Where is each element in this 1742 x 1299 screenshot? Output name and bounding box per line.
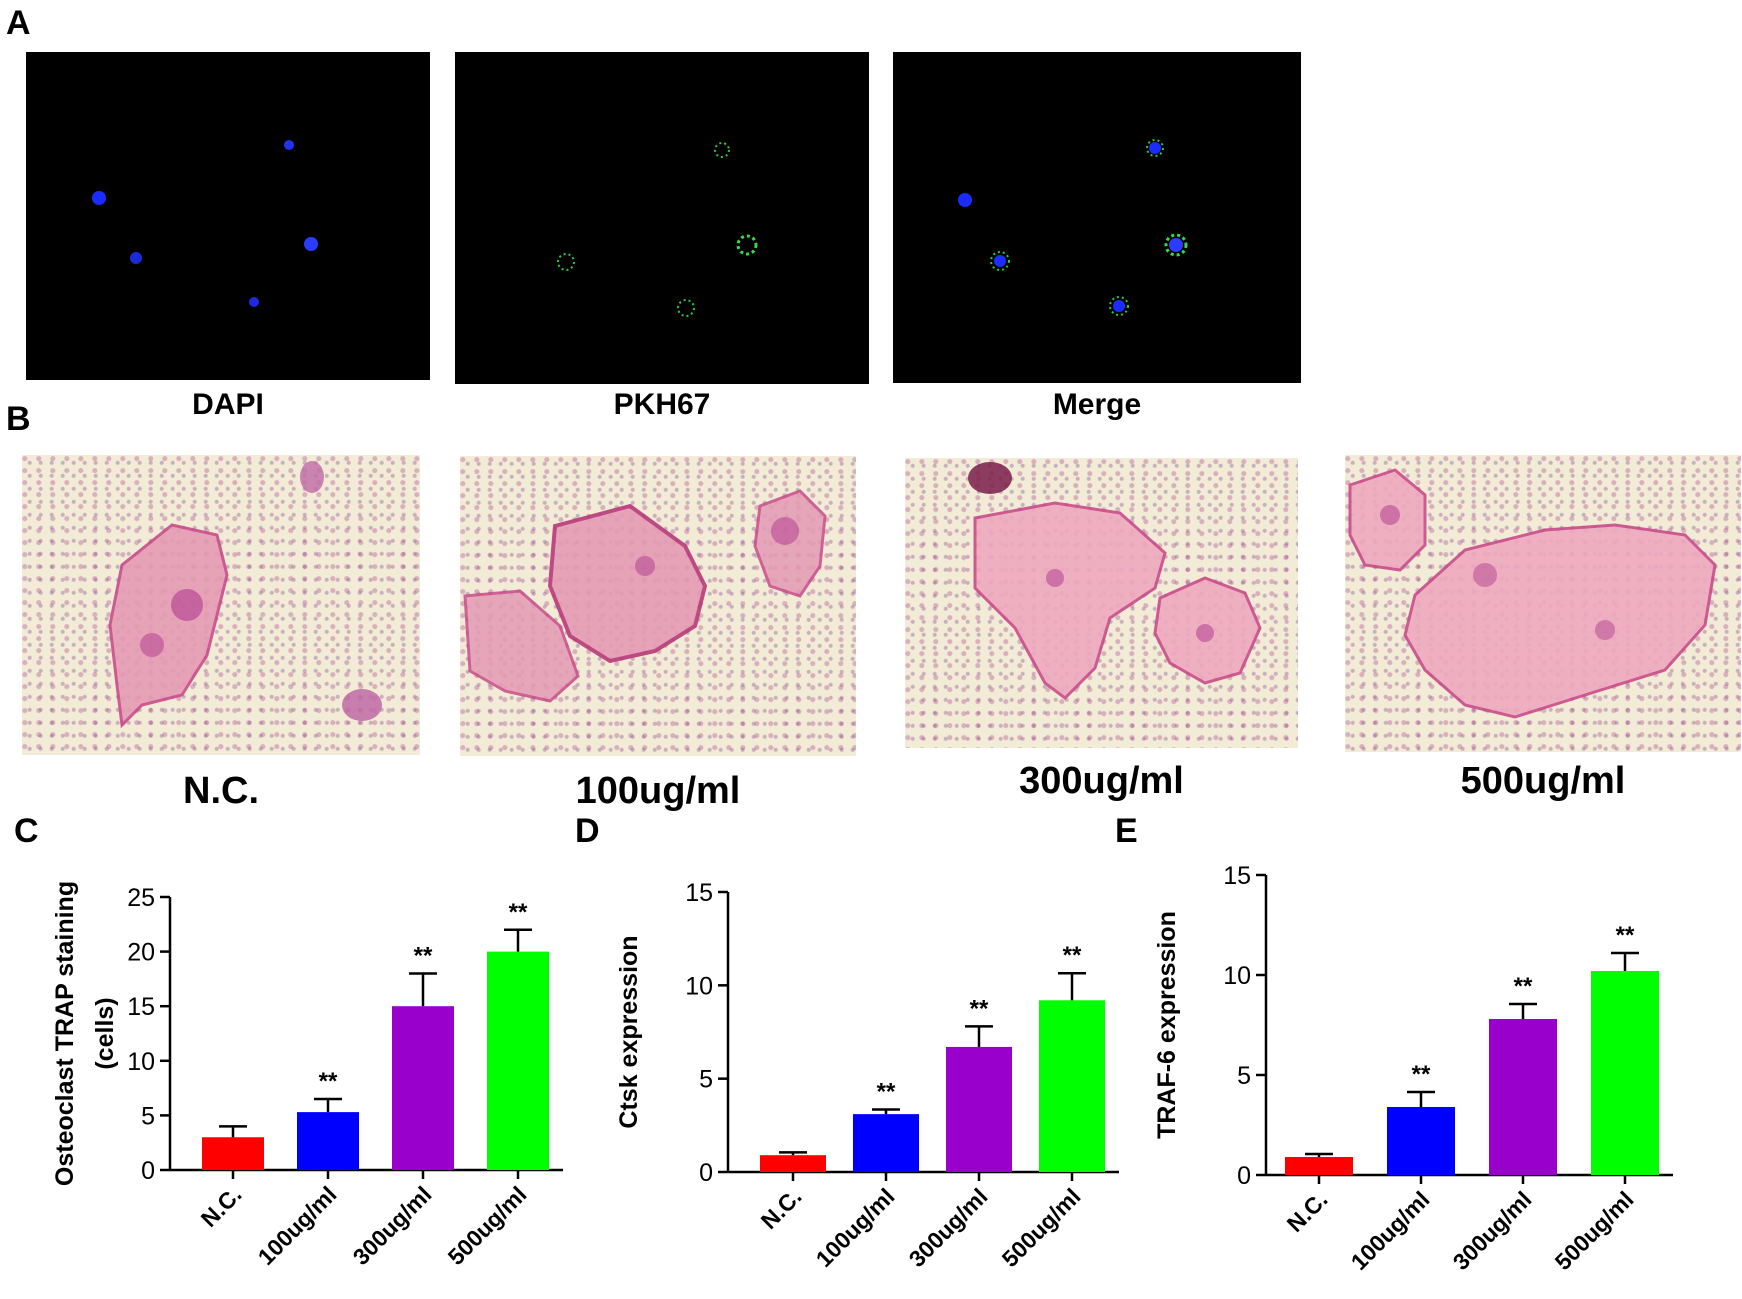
chart-e-x-tick-label: 100ug/ml <box>1346 1186 1435 1275</box>
trap-label-100: 100ug/ml <box>575 770 741 812</box>
chart-e-y-tick-label: 15 <box>1223 862 1251 890</box>
chart-d-x-tick-label: N.C. <box>756 1183 807 1234</box>
chart-c-y-tick-label: 0 <box>141 1157 155 1185</box>
merge-image <box>893 52 1301 383</box>
chart-c-significance: ** <box>509 899 528 926</box>
chart-c-y-label: (cells) <box>91 997 119 1069</box>
chart-e-x-tick-label: 300ug/ml <box>1448 1186 1537 1275</box>
pkh67-label: PKH67 <box>613 388 711 421</box>
chart-d-bar <box>853 1114 919 1172</box>
chart-d-x-tick-label: 500ug/ml <box>997 1183 1086 1272</box>
panel-letter-e: E <box>1115 812 1138 850</box>
trap-osteoclast-shapes <box>108 461 382 729</box>
chart-c-significance: ** <box>414 942 433 969</box>
chart-d-significance: ** <box>970 995 989 1022</box>
trap-label-nc: N.C. <box>183 770 259 812</box>
chart-c-bar <box>297 1112 359 1170</box>
chart-c-x-tick-label: 300ug/ml <box>348 1181 437 1270</box>
trap-image-nc <box>22 455 420 755</box>
trap-osteoclast-shapes-300 <box>968 462 1262 700</box>
panel-letter-b: B <box>6 400 31 438</box>
chart-d-y-label: Ctsk expression <box>615 935 643 1128</box>
chart-d-bar <box>946 1046 1012 1172</box>
chart-c-y-tick-label: 5 <box>141 1102 155 1130</box>
dapi-image <box>26 52 430 380</box>
chart-c-bar <box>202 1137 264 1170</box>
chart-e-x-tick-label: N.C. <box>1282 1186 1333 1237</box>
panel-letter-d: D <box>575 812 600 850</box>
chart-e-y-tick-label: 10 <box>1223 962 1251 990</box>
chart-c-x-tick-label: 500ug/ml <box>443 1181 532 1270</box>
chart-d-x-tick-label: 100ug/ml <box>811 1183 900 1272</box>
chart-e-y-tick-label: 0 <box>1237 1162 1251 1190</box>
chart-e-y-label: TRAF-6 expression <box>1153 911 1181 1139</box>
panel-letter-a: A <box>6 4 31 42</box>
chart-c-y-tick-label: 15 <box>127 993 155 1021</box>
chart-c-x-tick-label: 100ug/ml <box>253 1181 342 1270</box>
chart-c-y-tick-label: 10 <box>127 1048 155 1076</box>
chart-c-bar <box>487 951 549 1170</box>
chart-e-x-tick-label: 500ug/ml <box>1550 1186 1639 1275</box>
chart-d-significance: ** <box>1063 942 1082 969</box>
trap-image-100 <box>460 456 856 756</box>
trap-osteoclast-shapes-100 <box>463 489 827 703</box>
chart-d-y-tick-label: 5 <box>699 1066 713 1094</box>
chart-d-y-tick-label: 10 <box>685 972 713 1000</box>
chart-c-significance: ** <box>319 1068 338 1095</box>
trap-image-300 <box>905 458 1298 748</box>
chart-d-x-tick-label: 300ug/ml <box>904 1183 993 1272</box>
chart-c-y-tick-label: 20 <box>127 939 155 967</box>
chart-c-bar <box>392 1006 454 1170</box>
chart-d-bar <box>1039 1000 1105 1172</box>
pkh67-image <box>455 52 869 384</box>
merge-label: Merge <box>1052 388 1142 421</box>
trap-label-300: 300ug/ml <box>1019 760 1184 802</box>
trap-osteoclast-shapes-500 <box>1348 468 1717 719</box>
trap-image-500 <box>1345 455 1741 752</box>
chart-c-y-tick-label: 25 <box>127 884 155 912</box>
chart-e-significance: ** <box>1514 973 1533 1000</box>
chart-d-y-tick-label: 15 <box>685 879 713 907</box>
pkh67-vesicles <box>557 142 758 317</box>
chart-d-significance: ** <box>877 1078 896 1105</box>
chart-e-bar <box>1489 1019 1557 1175</box>
dapi-label: DAPI <box>192 388 264 421</box>
merge-cells <box>958 139 1188 316</box>
chart-e-significance: ** <box>1616 922 1635 949</box>
dapi-nuclei <box>92 140 318 307</box>
chart-c-x-tick-label: N.C. <box>196 1181 247 1232</box>
chart-d-bar <box>760 1155 826 1172</box>
chart-e-bar <box>1591 971 1659 1175</box>
chart-e-y-tick-label: 5 <box>1237 1062 1251 1090</box>
panel-letter-c: C <box>14 812 39 850</box>
trap-label-500: 500ug/ml <box>1460 760 1626 802</box>
chart-c-y-label: Osteoclast TRAP staining <box>51 881 79 1186</box>
chart-e-significance: ** <box>1412 1061 1431 1088</box>
chart-e-bar <box>1387 1107 1455 1175</box>
chart-e-bar <box>1285 1157 1353 1175</box>
chart-d-y-tick-label: 0 <box>699 1159 713 1187</box>
